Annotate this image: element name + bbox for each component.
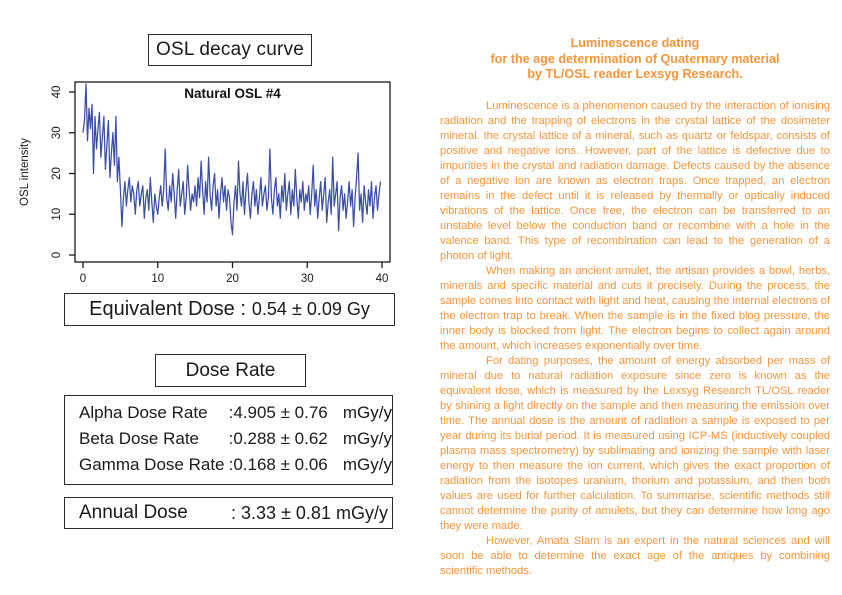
- alpha-dose-rate-unit: mGy/y: [342, 403, 392, 422]
- osl-decay-chart-svg: 0 10 20 30 40 0 10 20 30 40 Natural OSL #4 OSL inte…: [19, 81, 391, 285]
- gamma-dose-rate-unit: mGy/y: [342, 455, 392, 474]
- beta-dose-rate-value: :0.288 ± 0.62: [228, 429, 328, 448]
- gamma-dose-rate-label: Gamma Dose Rate: [79, 455, 225, 474]
- beta-dose-rate-unit: mGy/y: [342, 429, 392, 448]
- svg-text:40: 40: [376, 273, 389, 285]
- article-title-line-1: Luminescence dating: [570, 36, 700, 50]
- svg-text:30: 30: [301, 273, 314, 285]
- svg-text:10: 10: [151, 273, 164, 285]
- article-title: Luminescence dating for the age determin…: [440, 36, 830, 83]
- svg-text:20: 20: [226, 273, 239, 285]
- svg-text:OSL intensity: OSL intensity: [19, 138, 31, 206]
- article-paragraph-1: Luminescence is a phenomenon caused by t…: [440, 99, 830, 262]
- article-paragraph-4: However, Amata Siam is an expert in the …: [440, 534, 830, 577]
- svg-text:30: 30: [51, 126, 63, 139]
- dose-rate-table: Alpha Dose Rate :4.905 ± 0.76 mGy/y Beta…: [64, 395, 393, 485]
- svg-text:40: 40: [51, 86, 63, 99]
- article-paragraph-2: When making an ancient amulet, the artis…: [440, 264, 830, 352]
- article-panel: Luminescence dating for the age determin…: [440, 36, 830, 579]
- svg-text:0: 0: [80, 273, 86, 285]
- figure-title-box: OSL decay curve: [148, 34, 312, 66]
- svg-text:20: 20: [51, 167, 63, 180]
- equivalent-dose-label: Equivalent Dose :: [89, 298, 246, 320]
- figure-title: OSL decay curve: [155, 39, 305, 60]
- gamma-dose-rate-value: :0.168 ± 0.06: [228, 455, 328, 474]
- dose-rate-title-box: Dose Rate: [155, 354, 306, 387]
- table-row: Beta Dose Rate :0.288 ± 0.62 mGy/y: [79, 429, 392, 455]
- osl-decay-chart: 0 10 20 30 40 0 10 20 30 40 Natural OSL #4 OSL inte…: [15, 68, 415, 296]
- equivalent-dose-value: 0.54 ± 0.09 Gy: [251, 299, 370, 319]
- svg-text:10: 10: [51, 208, 63, 221]
- svg-text:0: 0: [51, 252, 63, 258]
- annual-dose-value: : 3.33 ± 0.81 mGy/y: [231, 502, 388, 523]
- article-title-line-2: for the age determination of Quaternary …: [490, 51, 780, 66]
- article-title-line-3: by TL/OSL reader Lexsyg Research.: [527, 67, 743, 81]
- table-row: Alpha Dose Rate :4.905 ± 0.76 mGy/y: [79, 403, 392, 429]
- article-body: Luminescence is a phenomenon caused by t…: [440, 99, 830, 579]
- alpha-dose-rate-label: Alpha Dose Rate: [79, 403, 208, 422]
- alpha-dose-rate-value: :4.905 ± 0.76: [228, 403, 328, 422]
- table-row: Gamma Dose Rate :0.168 ± 0.06 mGy/y: [79, 455, 392, 481]
- dose-rate-title: Dose Rate: [185, 359, 276, 381]
- annual-dose-label: Annual Dose: [79, 502, 188, 523]
- article-paragraph-3: For dating purposes, the amount of energ…: [440, 354, 830, 532]
- annual-dose-box: Annual Dose : 3.33 ± 0.81 mGy/y: [64, 497, 393, 529]
- beta-dose-rate-label: Beta Dose Rate: [79, 429, 200, 448]
- svg-text:Natural OSL #4: Natural OSL #4: [184, 86, 281, 101]
- equivalent-dose-box: Equivalent Dose : 0.54 ± 0.09 Gy: [64, 293, 395, 326]
